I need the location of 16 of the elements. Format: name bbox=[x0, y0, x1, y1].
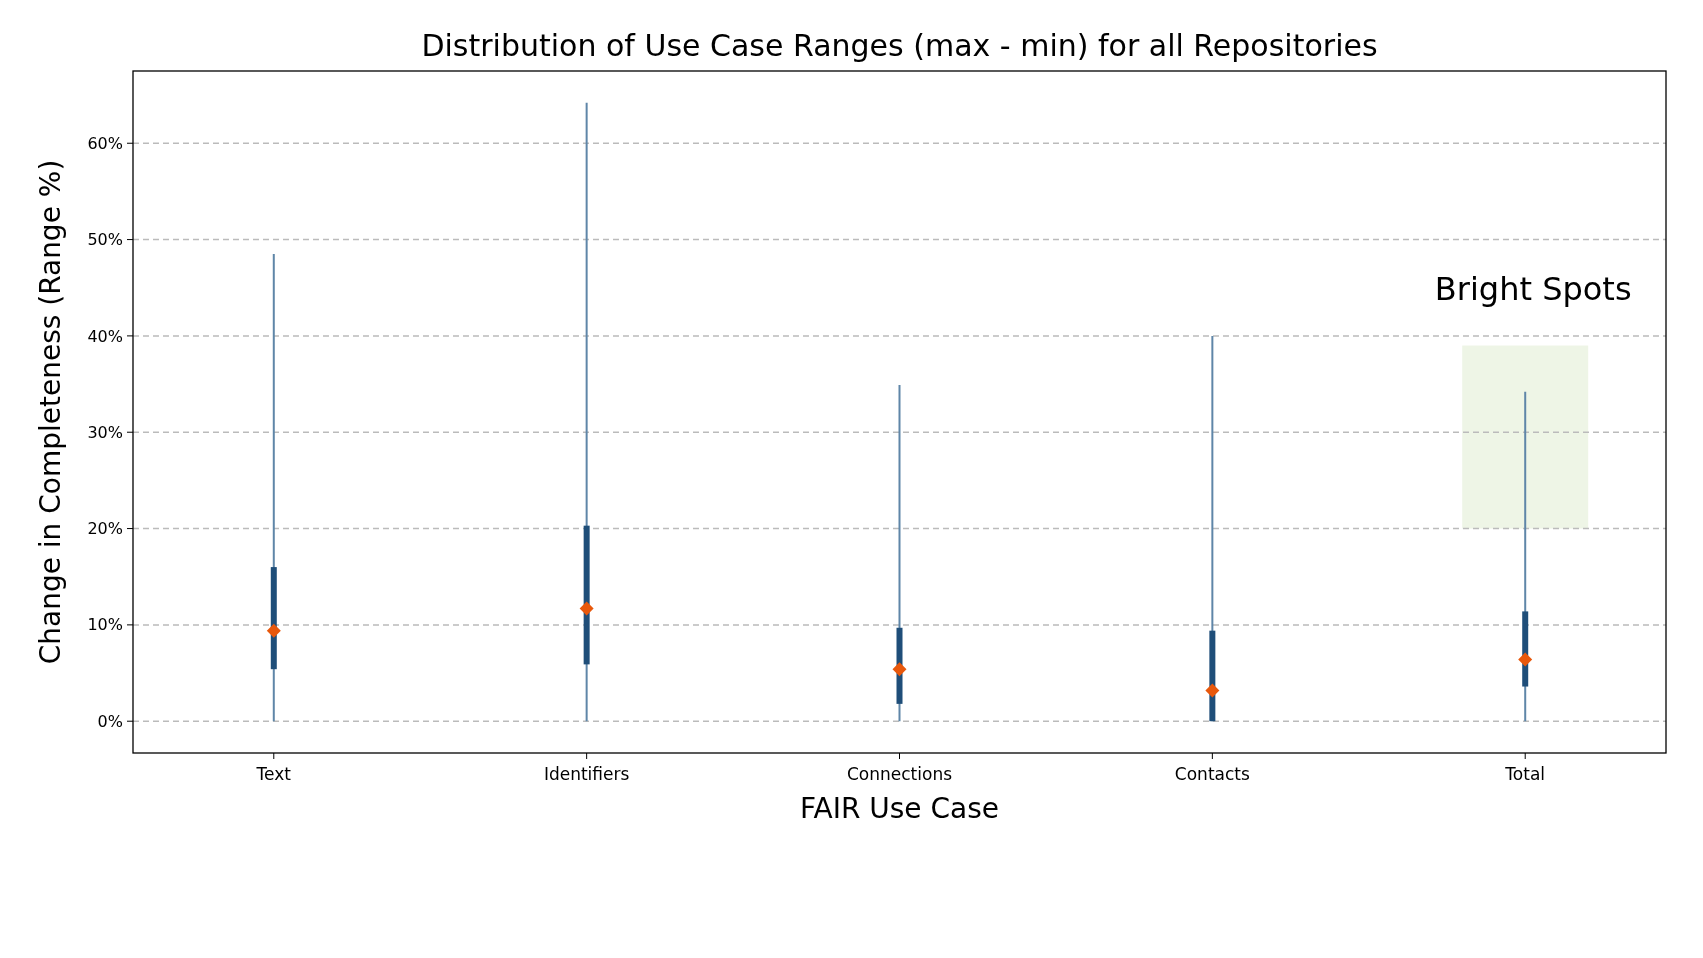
y-tick-label: 50% bbox=[87, 230, 123, 250]
x-tick-label: Contacts bbox=[1174, 764, 1250, 784]
x-tick-label: Text bbox=[255, 764, 292, 784]
y-tick-label: 10% bbox=[87, 615, 123, 635]
chart-title: Distribution of Use Case Ranges (max - min) for all Repositories bbox=[421, 28, 1378, 63]
x-tick-label: Connections bbox=[846, 764, 953, 784]
y-tick-label: 30% bbox=[87, 422, 123, 442]
band-label: Bright Spots bbox=[1434, 269, 1632, 308]
y-tick-label: 60% bbox=[87, 133, 123, 153]
x-axis-title: FAIR Use Case bbox=[799, 792, 1000, 825]
x-tick-label: Identifiers bbox=[543, 764, 630, 784]
x-tick-label: Total bbox=[1504, 764, 1546, 784]
y-tick-label: 40% bbox=[87, 326, 123, 346]
y-tick-label: 20% bbox=[87, 519, 123, 539]
y-axis-title: Change in Completeness (Range %) bbox=[34, 159, 67, 665]
y-tick-label: 0% bbox=[97, 711, 123, 731]
